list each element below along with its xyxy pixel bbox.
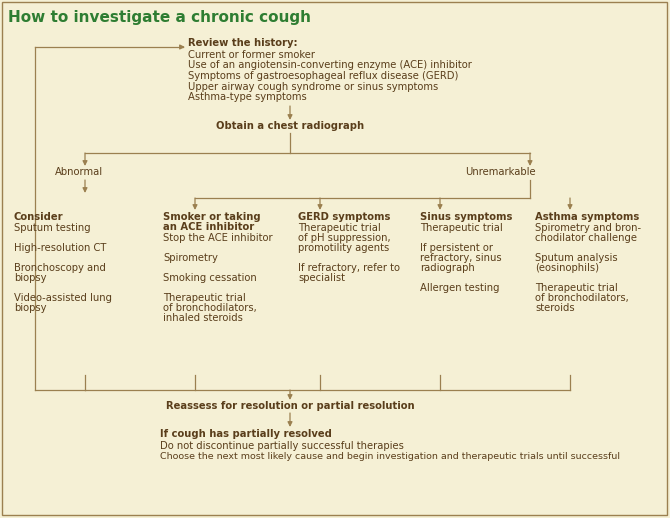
Text: radiograph: radiograph — [420, 263, 475, 273]
Text: Consider: Consider — [14, 212, 64, 222]
Text: Asthma symptoms: Asthma symptoms — [535, 212, 639, 222]
Text: steroids: steroids — [535, 303, 575, 313]
Text: How to investigate a chronic cough: How to investigate a chronic cough — [8, 10, 311, 25]
Text: Therapeutic trial: Therapeutic trial — [535, 283, 618, 293]
Text: High-resolution CT: High-resolution CT — [14, 243, 107, 253]
Text: Sputum testing: Sputum testing — [14, 223, 90, 233]
Text: chodilator challenge: chodilator challenge — [535, 233, 637, 243]
Text: (eosinophils): (eosinophils) — [535, 263, 599, 273]
Text: Use of an angiotensin-converting enzyme (ACE) inhibitor: Use of an angiotensin-converting enzyme … — [188, 61, 472, 70]
Text: Do not discontinue partially successful therapies: Do not discontinue partially successful … — [160, 441, 404, 451]
Text: biopsy: biopsy — [14, 273, 46, 283]
Text: an ACE inhibitor: an ACE inhibitor — [163, 222, 254, 232]
Text: of bronchodilators,: of bronchodilators, — [163, 303, 257, 313]
Text: Video-assisted lung: Video-assisted lung — [14, 293, 112, 303]
Text: Sputum analysis: Sputum analysis — [535, 253, 618, 263]
Text: Asthma-type symptoms: Asthma-type symptoms — [188, 92, 307, 102]
Text: Smoking cessation: Smoking cessation — [163, 273, 257, 283]
Text: Current or former smoker: Current or former smoker — [188, 50, 315, 60]
Text: refractory, sinus: refractory, sinus — [420, 253, 502, 263]
Text: Reassess for resolution or partial resolution: Reassess for resolution or partial resol… — [165, 401, 414, 411]
Text: promotility agents: promotility agents — [298, 243, 389, 253]
Text: biopsy: biopsy — [14, 303, 46, 313]
Text: specialist: specialist — [298, 273, 345, 283]
Text: Upper airway cough syndrome or sinus symptoms: Upper airway cough syndrome or sinus sym… — [188, 81, 438, 92]
Text: inhaled steroids: inhaled steroids — [163, 313, 243, 323]
Text: If cough has partially resolved: If cough has partially resolved — [160, 429, 332, 439]
Text: of pH suppression,: of pH suppression, — [298, 233, 391, 243]
Text: Bronchoscopy and: Bronchoscopy and — [14, 263, 106, 273]
Text: Smoker or taking: Smoker or taking — [163, 212, 261, 222]
Text: If refractory, refer to: If refractory, refer to — [298, 263, 400, 273]
Text: GERD symptoms: GERD symptoms — [298, 212, 391, 222]
Text: Sinus symptoms: Sinus symptoms — [420, 212, 513, 222]
Text: Symptoms of gastroesophageal reflux disease (GERD): Symptoms of gastroesophageal reflux dise… — [188, 71, 458, 81]
Text: Stop the ACE inhibitor: Stop the ACE inhibitor — [163, 233, 273, 243]
Text: Unremarkable: Unremarkable — [465, 167, 535, 177]
Text: of bronchodilators,: of bronchodilators, — [535, 293, 628, 303]
Text: Abnormal: Abnormal — [55, 167, 103, 177]
Text: Therapeutic trial: Therapeutic trial — [163, 293, 246, 303]
Text: Therapeutic trial: Therapeutic trial — [420, 223, 502, 233]
Text: Allergen testing: Allergen testing — [420, 283, 500, 293]
Text: Spirometry and bron-: Spirometry and bron- — [535, 223, 641, 233]
Text: Therapeutic trial: Therapeutic trial — [298, 223, 381, 233]
Text: Choose the next most likely cause and begin investigation and therapeutic trials: Choose the next most likely cause and be… — [160, 452, 620, 461]
Text: If persistent or: If persistent or — [420, 243, 493, 253]
Text: Review the history:: Review the history: — [188, 38, 297, 48]
Text: Spirometry: Spirometry — [163, 253, 218, 263]
Text: Obtain a chest radiograph: Obtain a chest radiograph — [216, 121, 364, 131]
